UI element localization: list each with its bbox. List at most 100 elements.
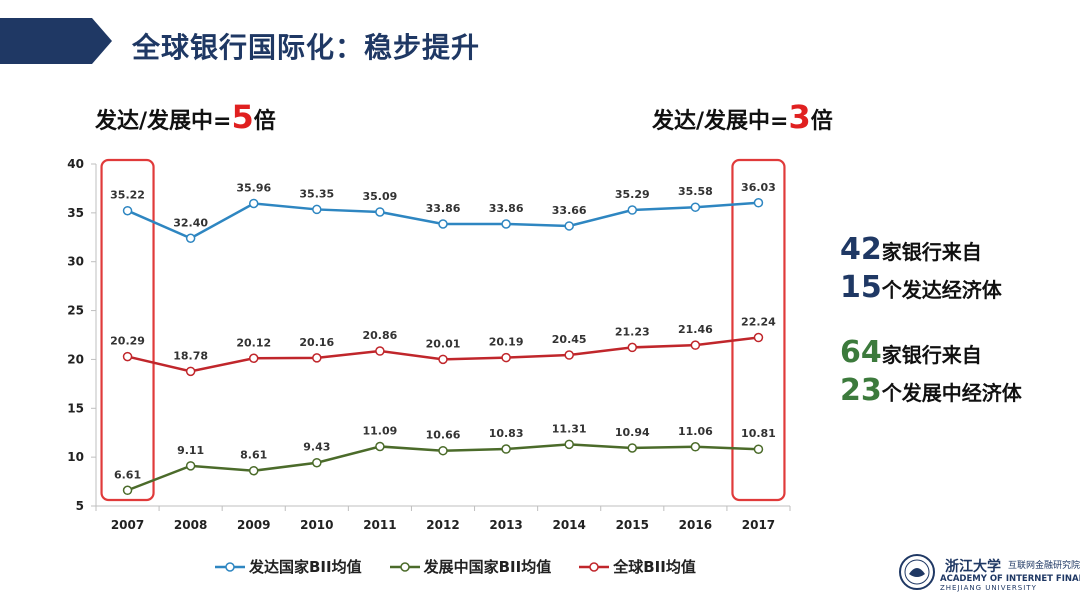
data-label-developing: 8.61 [240,449,267,462]
data-label-global: 20.29 [110,335,145,348]
x-tick-label: 2009 [237,518,270,532]
data-label-global: 20.16 [299,336,334,349]
data-point-global [122,351,133,362]
data-point-global [753,332,764,343]
y-tick-label: 20 [67,352,84,366]
y-tick-label: 25 [67,304,84,318]
data-point-global [501,352,511,363]
data-label-global: 21.23 [615,325,650,338]
data-point-developing [375,441,385,452]
data-label-developing: 6.61 [114,468,141,481]
data-point-developed [753,198,764,208]
data-point-global [375,346,385,356]
data-point-global [312,353,322,363]
data-point-developing [438,445,448,456]
stat-line-1: 42家银行来自 [840,232,982,267]
legend-item-global: 全球BII均值 [579,556,696,577]
data-label-developing: 10.81 [741,427,776,440]
data-point-developing [312,457,322,468]
x-tick-label: 2011 [363,518,396,532]
ratio-value-left: 5 [231,98,254,136]
y-tick-label: 40 [67,157,84,171]
data-label-developed: 32.40 [173,216,208,229]
data-point-global [438,354,448,365]
data-label-developed: 35.29 [615,188,650,201]
data-point-developed [627,205,638,215]
x-tick-label: 2015 [616,518,649,532]
x-tick-label: 2010 [300,518,333,532]
highlight-box-2017 [731,158,786,502]
ratio-label-left: 发达/发展中=5倍 [95,98,276,136]
data-label-global: 20.19 [489,336,524,349]
data-label-developing: 10.83 [489,427,524,440]
chart-legend: 发达国家BII均值 发展中国家BII均值 全球BII均值 [215,556,696,577]
x-tick-label: 2016 [679,518,712,532]
data-label-global: 20.45 [552,333,587,346]
data-label-developed: 35.09 [363,190,398,203]
data-point-developing [564,439,574,450]
data-point-developed [312,204,322,215]
legend-marker-developing [389,561,420,572]
x-tick-label: 2017 [742,518,775,532]
data-point-global [248,353,259,364]
data-label-global: 21.46 [678,323,713,336]
data-label-developed: 35.58 [678,185,713,198]
data-label-global: 20.86 [363,329,398,342]
logo-cn-name: 浙江大学 [945,559,1001,575]
x-tick-label: 2012 [426,518,459,532]
data-label-developed: 35.96 [236,181,271,194]
y-tick-label: 5 [76,499,84,513]
data-label-global: 22.24 [741,316,776,329]
page-title: 全球银行国际化：稳步提升 [132,31,481,64]
legend-item-developing: 发展中国家BII均值 [389,556,551,577]
logo-en-university: ZHEJIANG UNIVERSITY [940,584,1037,592]
data-label-developed: 33.86 [426,202,461,215]
data-point-developing [248,465,259,476]
data-point-developing [185,461,196,471]
data-label-global: 20.01 [426,337,461,350]
logo-en-academy: ACADEMY OF INTERNET FINANCE [940,574,1080,584]
x-tick-label: 2014 [552,518,585,532]
x-tick-label: 2013 [489,518,522,532]
data-point-global [690,340,701,350]
ratio-label-right: 发达/发展中=3倍 [652,98,833,136]
data-point-developing [690,442,701,452]
data-label-developed: 35.35 [299,187,334,200]
data-point-developed [185,233,196,244]
y-tick-label: 35 [67,206,84,220]
data-point-developing [753,444,764,454]
data-label-developed: 35.22 [110,189,145,202]
legend-marker-global [579,561,610,572]
x-tick-label: 2008 [174,518,207,532]
data-label-developing: 11.09 [363,424,398,437]
y-tick-label: 15 [67,401,84,415]
data-label-developed: 33.66 [552,204,587,217]
data-label-developing: 9.11 [177,444,204,457]
data-point-developed [501,219,511,229]
data-point-developed [690,202,701,212]
stat-line-4: 23个发展中经济体 [840,373,1022,408]
data-point-global [185,366,196,377]
title-banner-shape [0,18,112,64]
y-tick-label: 30 [67,255,84,269]
x-tick-label: 2007 [111,518,144,532]
data-label-developed: 33.86 [489,202,524,215]
stat-line-2: 15个发达经济体 [840,270,1002,305]
y-tick-label: 10 [67,450,84,464]
data-label-global: 18.78 [173,349,208,362]
data-label-developing: 9.43 [303,441,330,454]
data-label-developing: 10.66 [426,429,461,442]
data-label-developing: 10.94 [615,426,650,439]
data-point-developed [122,205,133,216]
ratio-value-right: 3 [788,98,811,136]
data-label-global: 20.12 [236,336,271,349]
data-point-developed [375,207,385,217]
data-point-developing [122,485,133,496]
data-point-developed [438,219,448,229]
stat-line-3: 64家银行来自 [840,335,982,370]
data-point-developing [627,443,638,453]
legend-item-developed: 发达国家BII均值 [215,556,362,577]
data-label-developing: 11.31 [552,422,587,435]
legend-marker-developed [215,561,245,572]
